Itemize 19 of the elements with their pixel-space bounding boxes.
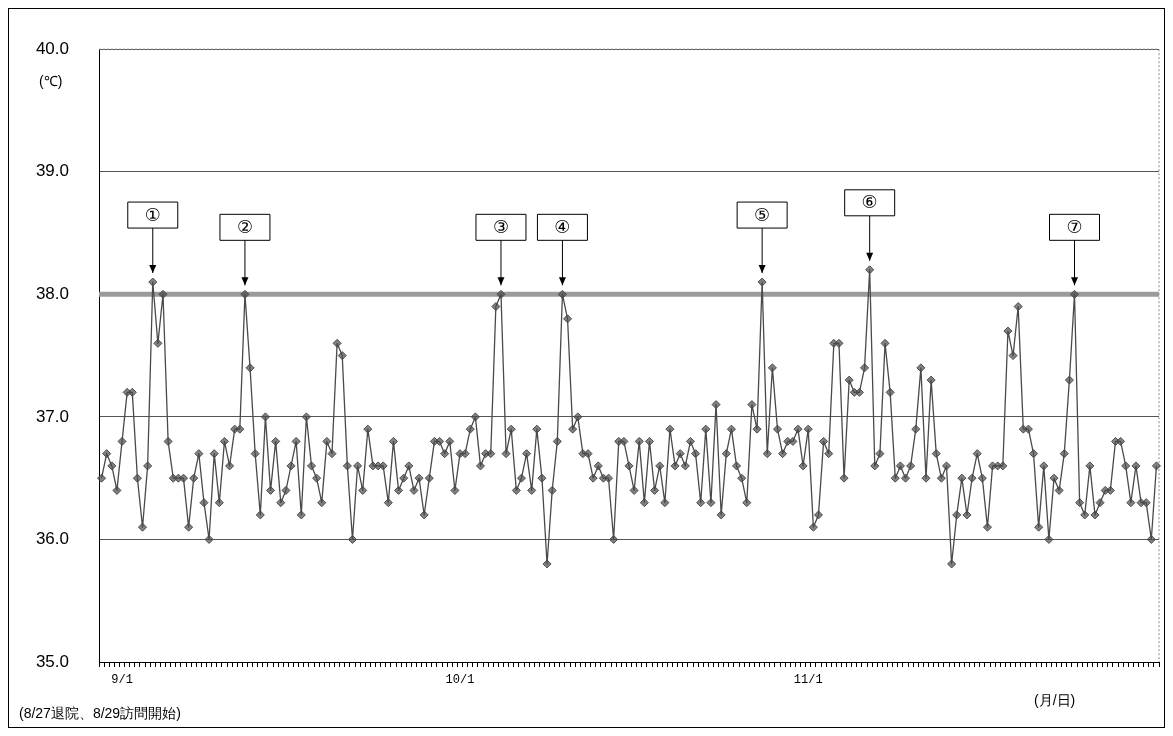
y-tick-label: 37.0 bbox=[35, 406, 69, 426]
y-tick-label: 40.0 bbox=[35, 38, 69, 58]
data-label: ① bbox=[144, 203, 161, 225]
x-tick-label: 9/1 bbox=[111, 673, 133, 688]
y-axis-title: (℃) bbox=[39, 72, 63, 90]
x-tick-label: 11/1 bbox=[793, 673, 823, 688]
x-axis-title: (月/日) bbox=[1034, 692, 1076, 710]
y-tick-label: 38.0 bbox=[35, 284, 69, 304]
text: (8/27退院、8/29訪問開始) bbox=[19, 705, 181, 723]
data-label: ② bbox=[236, 215, 254, 237]
data-label: ⑦ bbox=[1066, 215, 1083, 237]
y-tick-label: 39.0 bbox=[35, 161, 69, 181]
data-label: ④ bbox=[554, 215, 571, 237]
x-tick-label: 10/1 bbox=[445, 673, 475, 688]
data-label: ⑥ bbox=[861, 191, 878, 213]
data-label: ⑤ bbox=[754, 203, 771, 225]
y-tick-label: 35.0 bbox=[35, 651, 69, 671]
y-tick-label: 36.0 bbox=[35, 529, 69, 549]
data-label: ③ bbox=[492, 215, 510, 237]
